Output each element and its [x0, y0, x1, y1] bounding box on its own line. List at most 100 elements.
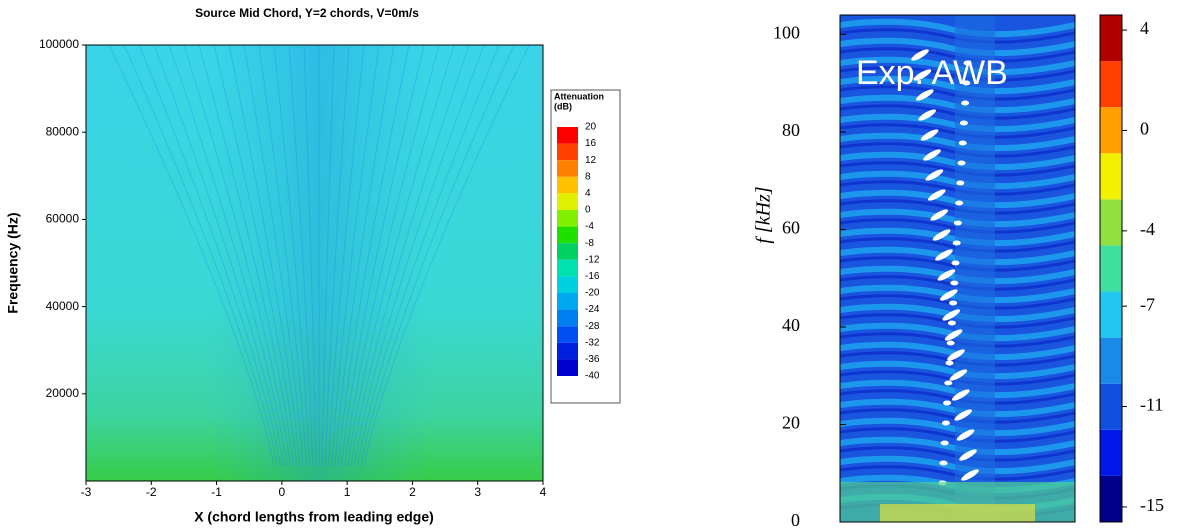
white-lobe [932, 229, 951, 241]
white-lobe [953, 220, 962, 226]
y-tick-label: 60 [782, 218, 800, 238]
colorbar-label: 8 [585, 171, 591, 182]
stripe [840, 436, 1075, 456]
fringe [243, 45, 304, 467]
stripe [840, 417, 1075, 437]
plot-frame [85, 44, 544, 482]
low-band [880, 504, 1035, 522]
colorbar-label: -28 [585, 321, 600, 332]
fringe [360, 45, 515, 467]
stripe [840, 379, 1075, 399]
white-lobe [957, 160, 966, 166]
stripe [840, 47, 1075, 63]
stripe [840, 427, 1075, 443]
fringe [198, 45, 294, 467]
stripe [840, 189, 1075, 209]
stripe [840, 208, 1075, 228]
x-tick-label: 2 [409, 485, 416, 499]
fringe [363, 45, 530, 467]
colorbar-frame [1099, 14, 1123, 523]
colorbar-label: -32 [585, 337, 600, 348]
fringe [324, 45, 350, 467]
field-pattern [108, 45, 530, 481]
colorbar-label: 4 [1140, 18, 1149, 38]
y-tick-label: 40 [782, 315, 800, 335]
white-lobe [963, 60, 972, 66]
colorbar-label: 16 [585, 138, 597, 149]
colorbar-swatch [1100, 107, 1122, 154]
fringe [258, 45, 307, 467]
colorbar-label: -15 [1140, 495, 1164, 515]
x-tick-label: -1 [211, 485, 222, 499]
y-tick-label: 80 [782, 120, 800, 140]
colorbar-label: -12 [585, 254, 600, 265]
fringe [153, 45, 285, 467]
white-lobe [913, 69, 932, 81]
plot-frame [839, 14, 1076, 523]
white-lobe [911, 49, 929, 61]
colorbar-swatch [557, 210, 578, 227]
white-lobe [951, 260, 960, 266]
white-lobe [923, 149, 941, 161]
white-lobe [918, 109, 936, 121]
colorbar-swatch [1100, 475, 1122, 522]
fringe [328, 45, 365, 467]
y-tick-label: 60000 [46, 212, 80, 226]
chart-title: Source Mid Chord, Y=2 chords, V=0m/s [195, 6, 419, 20]
white-lobe [940, 440, 949, 446]
stripe [840, 360, 1075, 380]
stripe [840, 170, 1075, 190]
y-tick-label: 20000 [46, 386, 80, 400]
white-lobe [958, 140, 967, 146]
colorbar-swatch [1100, 291, 1122, 338]
white-lobe [959, 120, 968, 126]
white-lobe [962, 80, 971, 86]
stripe [840, 104, 1075, 120]
fringe [303, 45, 317, 467]
stripe [840, 455, 1075, 475]
colorbar-swatch [1100, 199, 1122, 246]
colorbar-swatch [1100, 429, 1122, 476]
x-tick-label: 3 [474, 485, 481, 499]
colorbar-swatch [557, 127, 578, 144]
white-lobe [949, 369, 968, 381]
colorbar-swatch [557, 143, 578, 161]
fringe [273, 45, 310, 467]
stripe [840, 246, 1075, 266]
white-lobe [942, 309, 960, 321]
colorbar-swatch [557, 276, 578, 293]
stripe [840, 256, 1075, 272]
stripe [840, 237, 1075, 253]
white-lobe [949, 300, 958, 306]
colorbar-label: -4 [585, 221, 594, 232]
fringe [138, 45, 282, 467]
stripe [840, 56, 1075, 76]
fringe [356, 45, 500, 467]
colorbar-label: -24 [585, 304, 600, 315]
white-lobe [952, 240, 961, 246]
white-lobe [928, 189, 946, 201]
stripe [840, 227, 1075, 247]
stripe [840, 199, 1075, 215]
white-lobe [955, 200, 964, 206]
x-tick-label: -2 [146, 485, 157, 499]
fringe [353, 45, 485, 467]
colorbar-label: -7 [1140, 294, 1155, 314]
colorbar-swatch [1100, 153, 1122, 200]
fringe [168, 45, 288, 467]
field-pattern [840, 15, 1075, 522]
y-axis-label: f [kHz] [753, 186, 775, 243]
fringe [123, 45, 278, 467]
white-lobe [947, 320, 956, 326]
colorbar-label: 0 [585, 205, 591, 216]
fringe [183, 45, 291, 467]
colorbar-swatch [557, 359, 578, 376]
stripe [840, 85, 1075, 101]
colorbar-swatch [557, 160, 578, 177]
white-lobe [947, 349, 965, 361]
white-lobe [961, 469, 979, 481]
colorbar-swatch [1100, 15, 1122, 62]
colorbar-label: -36 [585, 354, 600, 365]
